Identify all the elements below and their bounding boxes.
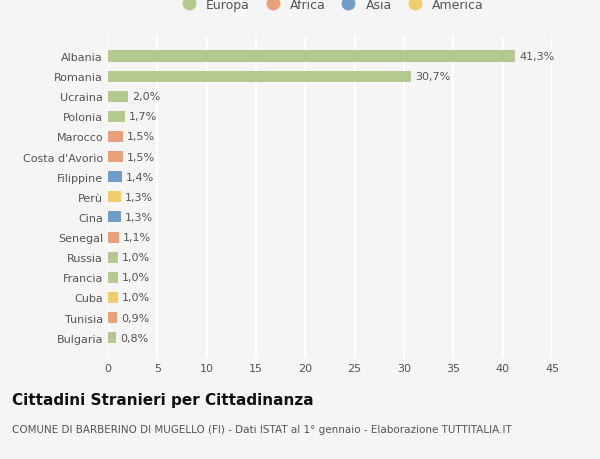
Bar bbox=[108, 332, 116, 343]
Text: 0,9%: 0,9% bbox=[121, 313, 149, 323]
Text: 2,0%: 2,0% bbox=[131, 92, 160, 102]
Legend: Europa, Africa, Asia, America: Europa, Africa, Asia, America bbox=[172, 0, 488, 15]
Text: 1,3%: 1,3% bbox=[125, 213, 153, 223]
Text: 1,4%: 1,4% bbox=[126, 172, 154, 182]
Bar bbox=[108, 232, 119, 243]
Text: 1,0%: 1,0% bbox=[122, 273, 150, 283]
Text: 1,1%: 1,1% bbox=[123, 233, 151, 242]
Bar bbox=[108, 252, 118, 263]
Text: 1,3%: 1,3% bbox=[125, 192, 153, 202]
Text: 1,7%: 1,7% bbox=[129, 112, 157, 122]
Text: 30,7%: 30,7% bbox=[415, 72, 450, 82]
Bar bbox=[108, 292, 118, 303]
Bar bbox=[108, 272, 118, 283]
Bar bbox=[108, 112, 125, 123]
Bar bbox=[108, 151, 123, 163]
Bar bbox=[108, 132, 123, 143]
Text: COMUNE DI BARBERINO DI MUGELLO (FI) - Dati ISTAT al 1° gennaio - Elaborazione TU: COMUNE DI BARBERINO DI MUGELLO (FI) - Da… bbox=[12, 425, 512, 435]
Bar bbox=[108, 72, 411, 83]
Text: 41,3%: 41,3% bbox=[520, 52, 554, 62]
Bar bbox=[108, 312, 117, 323]
Text: 1,0%: 1,0% bbox=[122, 293, 150, 303]
Bar bbox=[108, 91, 128, 102]
Text: 1,5%: 1,5% bbox=[127, 152, 155, 162]
Text: Cittadini Stranieri per Cittadinanza: Cittadini Stranieri per Cittadinanza bbox=[12, 392, 314, 408]
Text: 1,0%: 1,0% bbox=[122, 252, 150, 263]
Bar bbox=[108, 172, 122, 183]
Text: 0,8%: 0,8% bbox=[120, 333, 148, 343]
Bar bbox=[108, 51, 515, 62]
Bar bbox=[108, 212, 121, 223]
Text: 1,5%: 1,5% bbox=[127, 132, 155, 142]
Bar bbox=[108, 192, 121, 203]
